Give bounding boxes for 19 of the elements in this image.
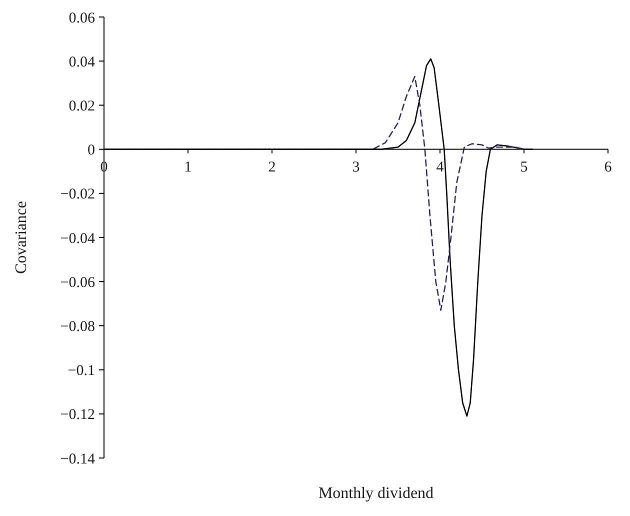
x-tick-label: 4 — [436, 159, 444, 176]
y-tick-label: −0.06 — [60, 274, 96, 291]
y-tick-label: −0.1 — [68, 363, 95, 380]
y-tick-label: −0.08 — [60, 318, 95, 335]
y-tick-label: −0.14 — [60, 451, 96, 468]
y-tick-label: −0.12 — [60, 407, 95, 424]
y-tick-label: 0.06 — [68, 10, 96, 26]
x-tick-label: 2 — [268, 159, 276, 176]
y-axis-title: Covariance — [13, 201, 30, 274]
x-tick-label: 3 — [352, 159, 360, 176]
x-tick-label: 6 — [604, 159, 612, 176]
y-tick-label: 0.04 — [68, 54, 96, 70]
x-tick-label: 1 — [184, 159, 192, 176]
y-tick-label: 0.02 — [68, 98, 95, 114]
x-tick-label: 5 — [520, 159, 528, 176]
y-tick-label: −0.02 — [60, 186, 95, 203]
x-axis-title: Monthly dividend — [318, 485, 434, 502]
y-tick-label: −0.04 — [60, 230, 96, 247]
y-tick-label: 0 — [88, 142, 95, 159]
